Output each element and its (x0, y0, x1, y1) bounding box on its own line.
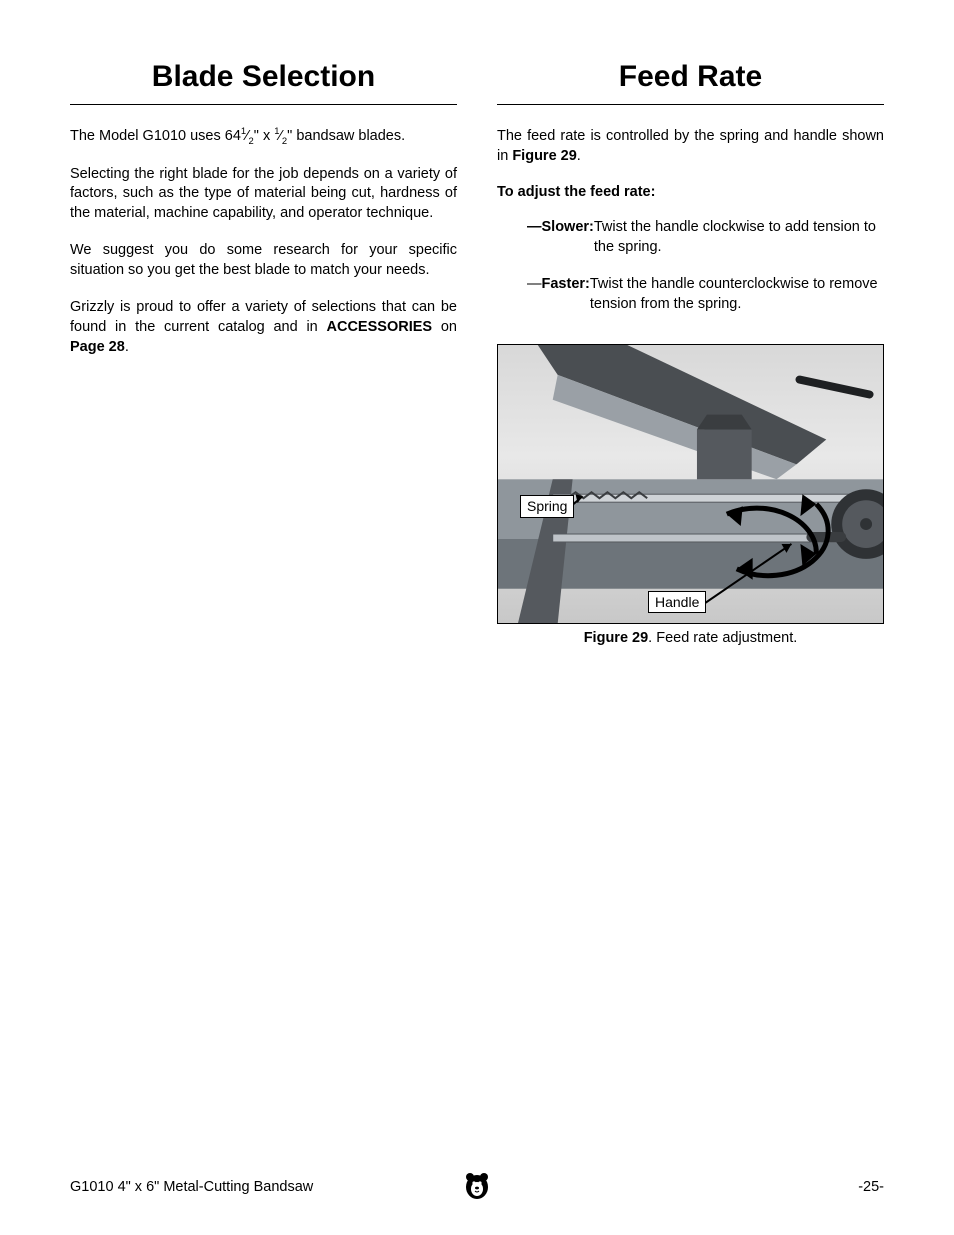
blade-p4-page28: Page 28 (70, 339, 125, 355)
feed-p1: The feed rate is controlled by the sprin… (497, 127, 884, 166)
faster-dash: —Faster: (527, 275, 590, 314)
slower-label: Slower: (542, 219, 594, 235)
slower-text: Twist the handle clockwise to add tensio… (594, 218, 884, 257)
feed-p1-c: . (577, 148, 581, 164)
bullet-slower: —Slower: Twist the handle clockwise to a… (527, 218, 884, 257)
adjust-heading: To adjust the feed rate: (497, 184, 884, 200)
figure-29-wrap: Spring Handle Figure 29. Feed rate adjus… (497, 344, 884, 646)
right-column: Feed Rate The feed rate is controlled by… (497, 60, 884, 646)
figure-29-caption: Figure 29. Feed rate adjustment. (497, 630, 884, 646)
slower-dash: —Slower: (527, 218, 594, 257)
callout-spring: Spring (520, 495, 574, 518)
feed-rate-title: Feed Rate (497, 60, 884, 94)
footer-logo (464, 1170, 490, 1204)
left-column: Blade Selection The Model G1010 uses 641… (70, 60, 457, 646)
callout-handle: Handle (648, 591, 706, 614)
faster-text: Twist the handle counterclockwise to rem… (590, 275, 884, 314)
figure-29-svg (498, 345, 883, 624)
blade-p4-e: . (125, 339, 129, 355)
footer-left: G1010 4" x 6" Metal-Cutting Bandsaw (70, 1179, 313, 1195)
blade-p4: Grizzly is proud to offer a variety of s… (70, 298, 457, 357)
bear-icon (464, 1170, 490, 1200)
caption-figref: Figure 29 (584, 630, 648, 646)
blade-p4-c: on (432, 319, 457, 335)
caption-text: . Feed rate adjustment. (648, 630, 797, 646)
title-rule-left (70, 104, 457, 105)
page-footer: G1010 4" x 6" Metal-Cutting Bandsaw -25- (70, 1179, 884, 1195)
bullet-faster: —Faster: Twist the handle counterclockwi… (527, 275, 884, 314)
blade-p4-accessories: ACCESSORIES (327, 319, 433, 335)
title-rule-right (497, 104, 884, 105)
faster-label: Faster: (542, 276, 590, 292)
blade-selection-title: Blade Selection (70, 60, 457, 94)
blade-p1: The Model G1010 uses 641⁄2" x 1⁄2" bands… (70, 127, 457, 147)
page-content: Blade Selection The Model G1010 uses 641… (0, 0, 954, 646)
blade-p3: We suggest you do some research for your… (70, 241, 457, 280)
blade-p2: Selecting the right blade for the job de… (70, 165, 457, 224)
footer-right: -25- (858, 1179, 884, 1195)
blade-p1-b: " x (254, 128, 274, 144)
feed-p1-figref: Figure 29 (512, 148, 576, 164)
blade-p1-a: The Model G1010 uses 64 (70, 128, 241, 144)
figure-29: Spring Handle (497, 344, 884, 624)
blade-p1-c: " bandsaw blades. (287, 128, 405, 144)
